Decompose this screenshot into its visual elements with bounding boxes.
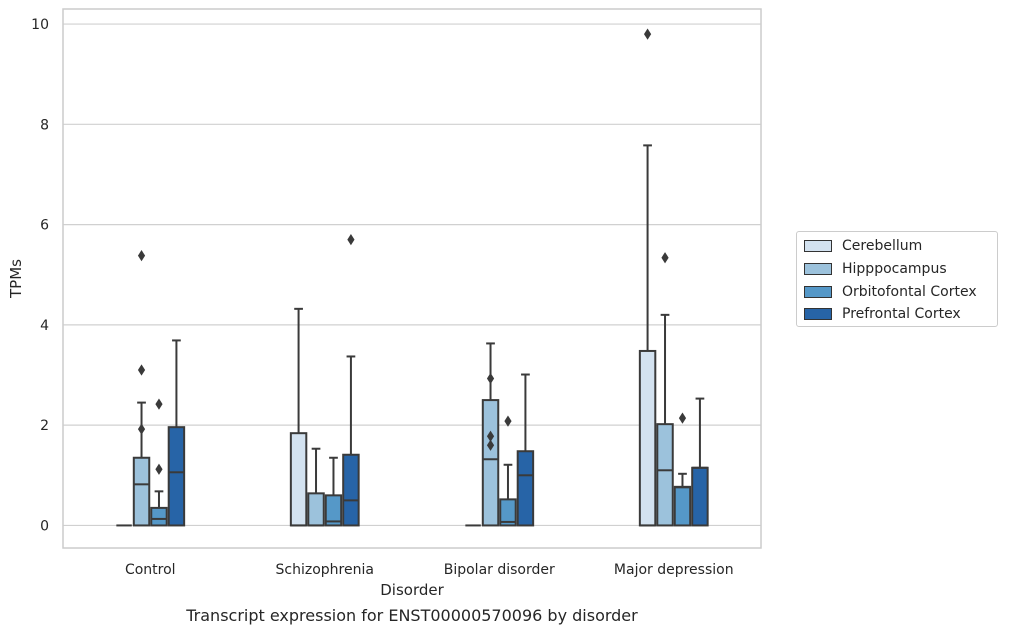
box-major-depression-prefrontal-cortex-rect xyxy=(691,466,709,527)
box-major-depression-orbitofontal-cortex-outlier-0 xyxy=(678,412,687,424)
box-major-depression-prefrontal-cortex xyxy=(691,397,709,527)
box-major-depression-hipppocampus-outlier-0 xyxy=(661,252,669,264)
box-major-depression-hipppocampus xyxy=(656,252,674,527)
box-schizophrenia-orbitofontal-cortex xyxy=(324,456,343,527)
plot-frame xyxy=(62,8,762,549)
y-tick-label-2: 2 xyxy=(40,418,49,434)
legend-swatch-prefrontal-cortex xyxy=(804,308,832,321)
box-major-depression-cerebellum-rect xyxy=(638,349,657,527)
box-major-depression-orbitofontal-cortex-rect xyxy=(673,485,692,527)
x-tick-label-bipolar-disorder: Bipolar disorder xyxy=(444,562,555,578)
box-major-depression-orbitofontal-cortex xyxy=(673,412,692,527)
box-bipolar-disorder-orbitofontal-cortex xyxy=(499,415,517,527)
legend-item-hippocampus: Hipppocampus xyxy=(804,258,997,281)
box-schizophrenia-orbitofontal-cortex-rect xyxy=(324,494,343,527)
legend-label-prefrontal-cortex: Prefrontal Cortex xyxy=(842,306,961,323)
box-control-prefrontal-cortex-rect xyxy=(167,426,186,527)
box-schizophrenia-prefrontal-cortex-rect xyxy=(342,453,360,527)
legend-label-cerebellum: Cerebellum xyxy=(842,238,923,255)
legend-item-prefrontal-cortex: Prefrontal Cortex xyxy=(804,303,997,326)
legend-swatch-orbitofrontal-cortex xyxy=(804,285,832,298)
box-control-orbitofontal-cortex-outlier-1 xyxy=(155,398,163,410)
box-bipolar-disorder-hipppocampus-outlier-2 xyxy=(486,372,495,385)
x-tick-label-schizophrenia: Schizophrenia xyxy=(276,562,374,578)
y-axis-title: TPMs xyxy=(7,259,25,299)
y-tick-label-8: 8 xyxy=(40,117,49,133)
box-schizophrenia-cerebellum xyxy=(289,307,308,527)
legend-item-cerebellum: Cerebellum xyxy=(804,235,997,258)
box-bipolar-disorder-prefrontal-cortex xyxy=(516,373,535,527)
box-bipolar-disorder-hipppocampus-outlier-1 xyxy=(486,430,495,442)
box-bipolar-disorder-hipppocampus xyxy=(481,342,500,527)
legend: Cerebellum Hipppocampus Orbitofontal Cor… xyxy=(796,231,998,327)
y-tick-label-0: 0 xyxy=(40,518,49,534)
box-major-depression-hipppocampus-rect xyxy=(656,423,674,527)
box-bipolar-disorder-orbitofontal-cortex-outlier-0 xyxy=(504,415,512,427)
x-tick-label-major-depression: Major depression xyxy=(614,562,734,578)
legend-swatch-hippocampus xyxy=(804,263,832,276)
y-tick-label-4: 4 xyxy=(40,318,49,334)
box-control-hipppocampus-outlier-1 xyxy=(137,364,146,376)
box-control-hipppocampus xyxy=(132,250,151,527)
legend-label-hippocampus: Hipppocampus xyxy=(842,261,947,278)
box-schizophrenia-hipppocampus-rect xyxy=(307,492,325,527)
figure-caption: Transcript expression for ENST0000057009… xyxy=(186,606,638,625)
box-control-orbitofontal-cortex xyxy=(150,398,168,527)
box-major-depression-cerebellum xyxy=(638,28,657,527)
legend-item-orbitofrontal-cortex: Orbitofontal Cortex xyxy=(804,280,997,303)
legend-swatch-cerebellum xyxy=(804,240,832,253)
box-control-hipppocampus-outlier-2 xyxy=(137,250,146,262)
box-control-prefrontal-cortex xyxy=(167,339,186,527)
box-control-hipppocampus-outlier-0 xyxy=(137,423,146,435)
box-schizophrenia-cerebellum-rect xyxy=(289,432,308,527)
box-schizophrenia-hipppocampus xyxy=(307,447,325,527)
box-schizophrenia-prefrontal-cortex-outlier-0 xyxy=(347,234,355,246)
x-axis-title: Disorder xyxy=(380,581,444,599)
box-control-hipppocampus-rect xyxy=(132,456,151,527)
box-major-depression-cerebellum-outlier-0 xyxy=(643,28,652,40)
box-schizophrenia-prefrontal-cortex xyxy=(342,234,360,527)
x-tick-label-control: Control xyxy=(125,562,176,578)
plot-marks xyxy=(116,28,709,527)
box-bipolar-disorder-orbitofontal-cortex-rect xyxy=(499,498,517,527)
box-bipolar-disorder-hipppocampus-rect xyxy=(481,399,500,527)
box-control-orbitofontal-cortex-outlier-0 xyxy=(155,463,163,475)
box-control-orbitofontal-cortex-rect xyxy=(150,506,168,527)
box-bipolar-disorder-prefrontal-cortex-rect xyxy=(516,450,535,527)
tick-labels: 0 2 4 6 8 10 Control Schizophrenia Bipolar disor… xyxy=(31,17,733,578)
y-tick-label-6: 6 xyxy=(40,218,49,234)
legend-label-orbitofrontal-cortex: Orbitofontal Cortex xyxy=(842,283,977,300)
box-bipolar-disorder-hipppocampus-outlier-0 xyxy=(486,439,495,451)
y-tick-label-10: 10 xyxy=(31,17,49,33)
